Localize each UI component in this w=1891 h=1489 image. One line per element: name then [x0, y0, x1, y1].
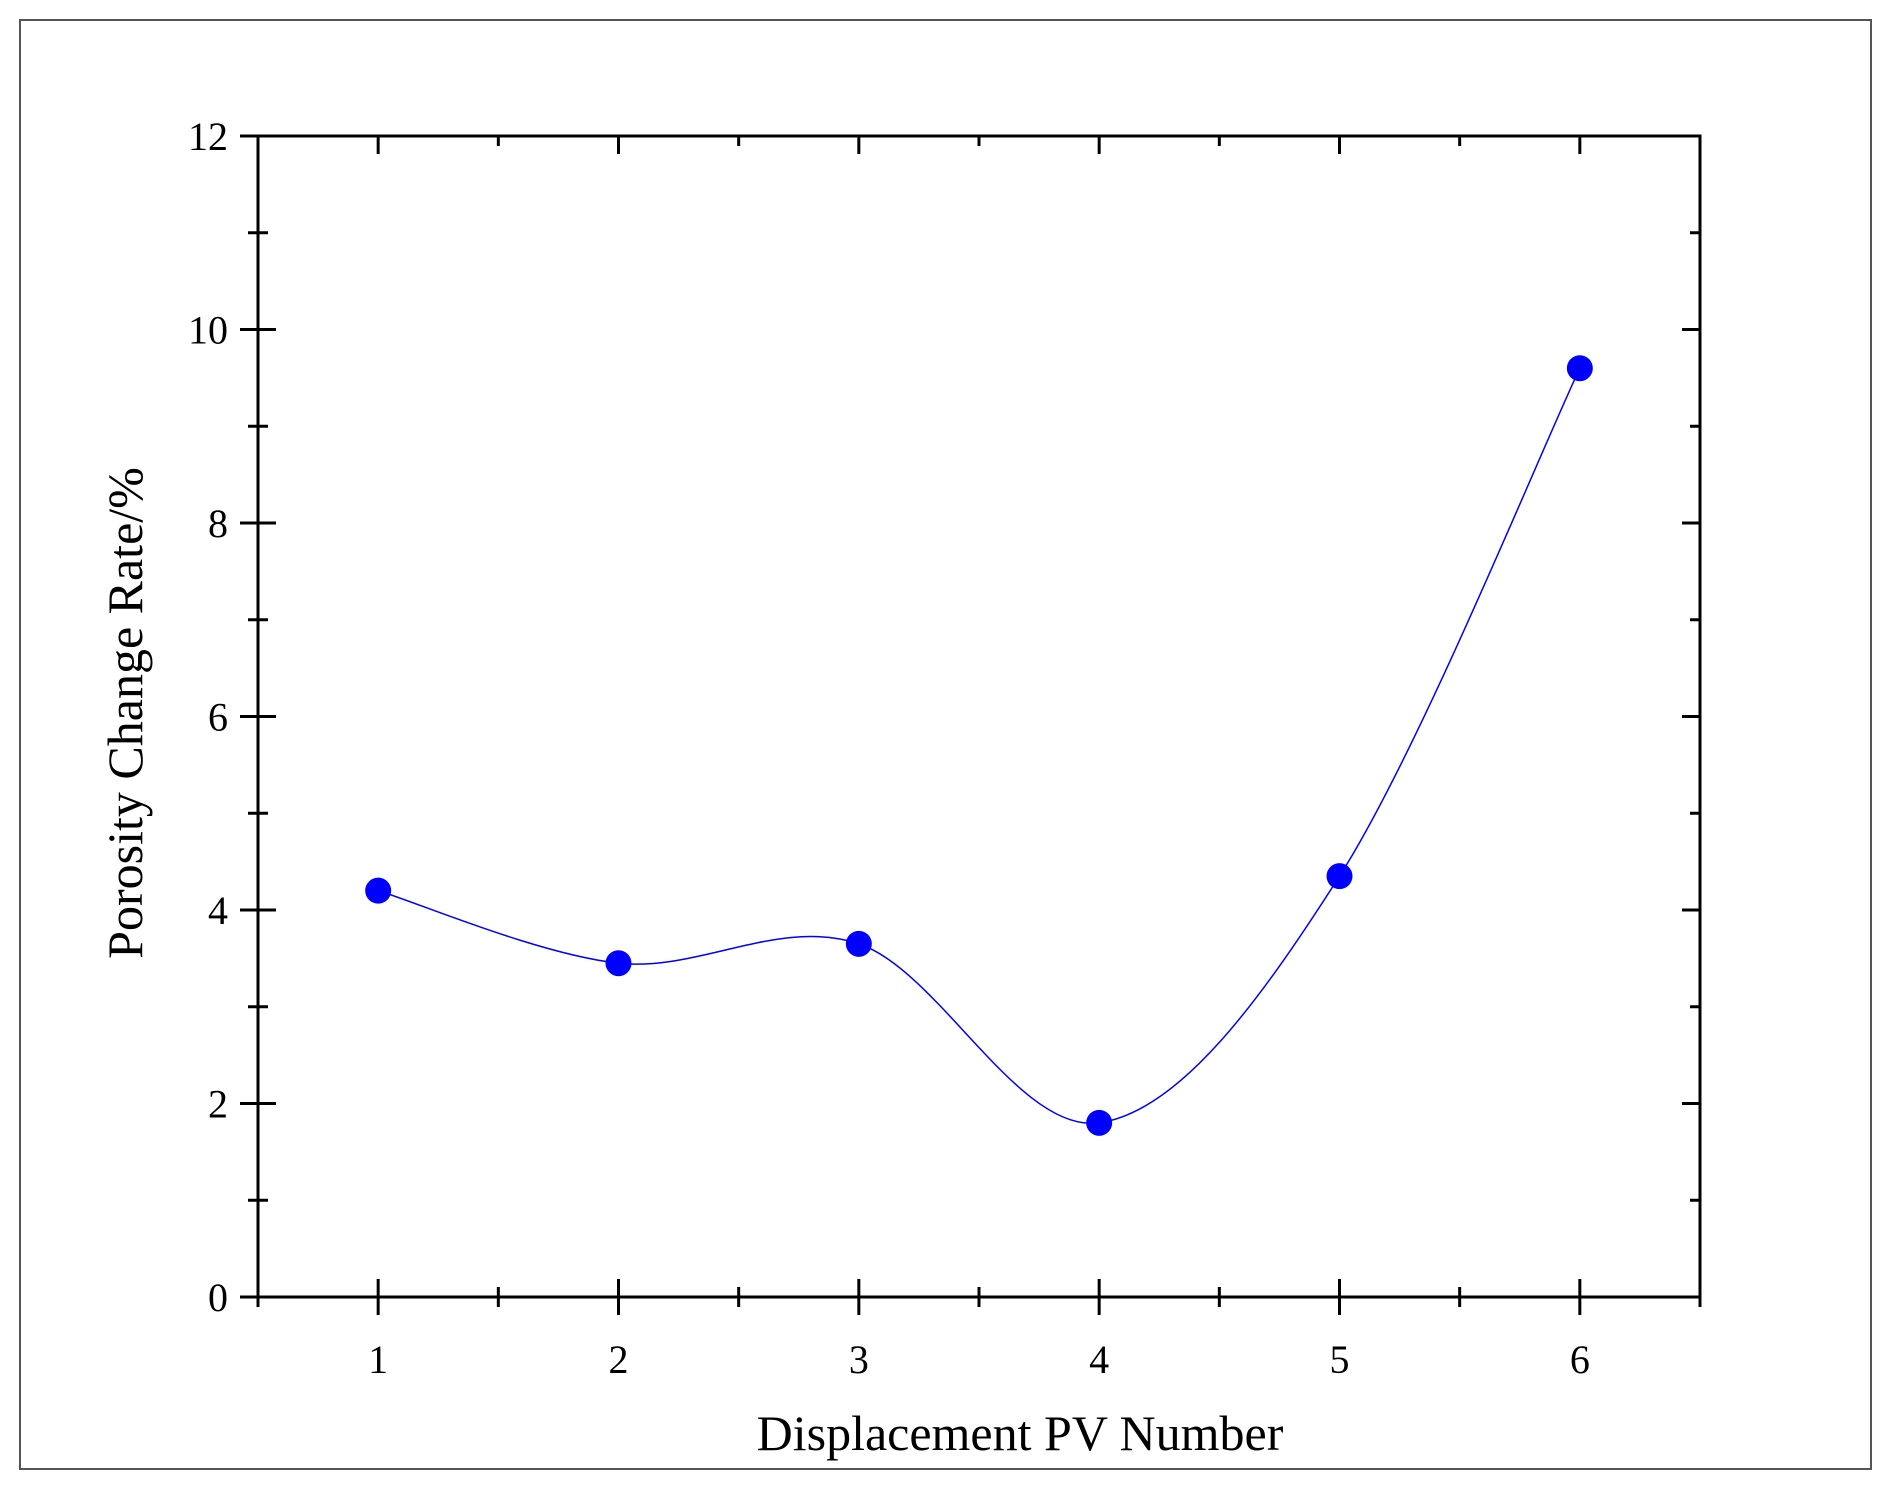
data-point: [1566, 355, 1593, 382]
y-minor-ticks: [248, 231, 1700, 1202]
figure-frame: [19, 19, 1872, 1470]
y-major-ticks: [240, 134, 1700, 1299]
y-tick-labels: 0 2 4 6 8 10 12: [188, 114, 228, 1320]
x-tick-label: 4: [1089, 1337, 1109, 1382]
x-tick-label: 1: [368, 1337, 388, 1382]
data-point: [1086, 1109, 1113, 1136]
data-point: [845, 930, 872, 957]
y-tick-label: 0: [208, 1275, 228, 1320]
y-tick-label: 10: [188, 308, 228, 353]
data-point: [605, 950, 632, 977]
data-point: [365, 877, 392, 904]
x-tick-label: 6: [1570, 1337, 1590, 1382]
y-tick-label: 12: [188, 114, 228, 159]
y-tick-label: 2: [208, 1082, 228, 1127]
y-axis-title: Porosity Change Rate/%: [97, 467, 153, 959]
y-tick-label: 4: [208, 888, 228, 933]
x-major-ticks: [376, 136, 1582, 1315]
x-tick-label: 2: [609, 1337, 629, 1382]
series-points: [365, 355, 1593, 1136]
plot-area: [256, 134, 1702, 1299]
y-tick-label: 6: [208, 695, 228, 740]
x-axis-title: Displacement PV Number: [757, 1405, 1284, 1461]
x-tick-label: 5: [1330, 1337, 1350, 1382]
data-point: [1326, 863, 1353, 890]
y-tick-label: 8: [208, 501, 228, 546]
x-tick-labels: 1 2 3 4 5 6: [368, 1337, 1590, 1382]
series-line: [377, 367, 1581, 1124]
x-tick-label: 3: [849, 1337, 869, 1382]
x-minor-ticks: [256, 136, 1702, 1307]
